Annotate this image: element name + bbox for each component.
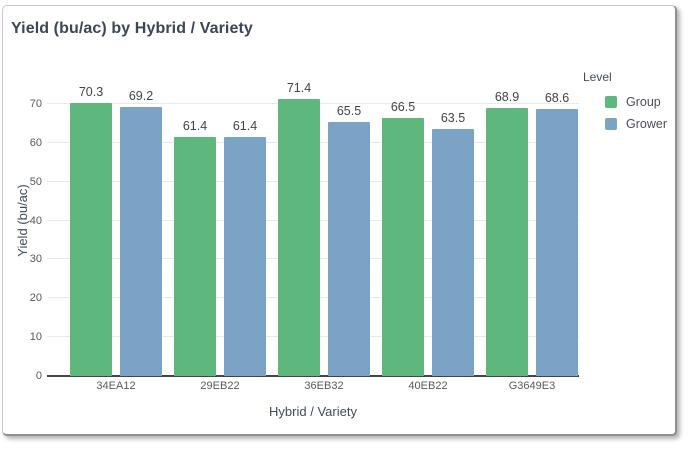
legend-entry-group[interactable]: Group [605, 95, 675, 109]
x-tick-label-29EB22: 29EB22 [200, 380, 240, 392]
x-tick-label-G3649E3: G3649E3 [508, 380, 556, 392]
bar-value-label-grower-G3649E3: 68.6 [544, 91, 570, 106]
y-tick-label-70: 70 [29, 98, 42, 110]
bar-grower-36EB32[interactable] [328, 121, 370, 376]
x-tick-label-34EA12: 34EA12 [96, 380, 136, 392]
x-tick-label-40EB22: 40EB22 [408, 380, 448, 392]
bar-value-label-grower-34EA12: 69.2 [128, 89, 154, 104]
bar-grower-G3649E3[interactable] [536, 109, 578, 376]
y-tick-label-20: 20 [29, 292, 42, 305]
bar-grower-34EA12[interactable] [120, 107, 162, 376]
chart-region: Yield (bu/ac) 0 10 20 30 40 50 60 70 70.3 69.2 34E… [3, 64, 675, 432]
bar-value-label-group-36EB32: 71.4 [286, 80, 312, 95]
y-tick-label-50: 50 [29, 175, 42, 188]
bar-group-34EA12[interactable] [70, 102, 112, 376]
y-tick-label-60: 60 [29, 136, 42, 149]
bar-value-label-group-G3649E3: 68.9 [494, 90, 520, 105]
x-tick-label-36EB32: 36EB32 [304, 380, 344, 392]
y-tick-label-30: 30 [29, 253, 42, 266]
bar-value-label-group-29EB22: 61.4 [182, 119, 208, 134]
plot-area: 0 10 20 30 40 50 60 70 70.3 69.2 34EA12 61.4 61.4 29E… [30, 64, 579, 392]
chart-card: Yield (bu/ac) by Hybrid / Variety Yield … [2, 5, 677, 436]
legend-swatch-group [605, 96, 617, 108]
bar-group-40EB22[interactable] [382, 117, 424, 376]
y-tick-label-40: 40 [29, 214, 42, 227]
legend-swatch-grower [605, 118, 617, 130]
bar-value-label-grower-40EB22: 63.5 [440, 111, 466, 126]
y-tick-label-10: 10 [29, 331, 42, 344]
bar-value-label-grower-29EB22: 61.4 [232, 119, 258, 134]
bar-group-G3649E3[interactable] [486, 108, 528, 376]
bar-grower-29EB22[interactable] [224, 137, 266, 376]
legend-label-group: Group [626, 95, 661, 109]
bar-value-label-group-34EA12: 70.3 [78, 84, 104, 99]
legend-title: Level [583, 70, 612, 84]
chart-title: Yield (bu/ac) by Hybrid / Variety [11, 20, 253, 37]
bar-grower-40EB22[interactable] [432, 129, 474, 376]
legend-entry-grower[interactable]: Grower [605, 117, 675, 131]
legend-label-grower: Grower [626, 117, 667, 131]
bar-value-label-grower-36EB32: 65.5 [336, 103, 362, 118]
legend: Level Group Grower [583, 70, 675, 139]
x-axis-title: Hybrid / Variety [269, 404, 357, 419]
bar-group-29EB22[interactable] [174, 137, 216, 376]
x-axis-line [47, 375, 579, 377]
bar-value-label-group-40EB22: 66.5 [390, 99, 416, 114]
bar-group-36EB32[interactable] [278, 98, 320, 376]
y-tick-label-0: 0 [35, 370, 42, 382]
